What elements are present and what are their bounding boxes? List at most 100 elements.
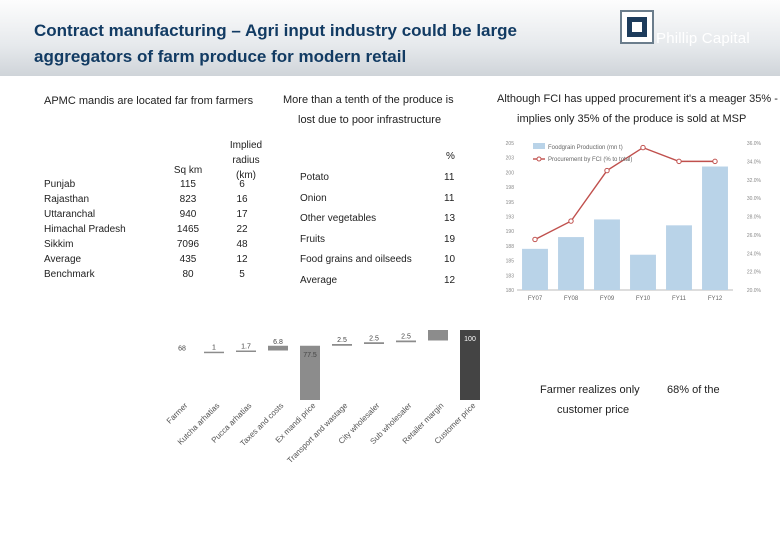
x-tick-label: FY07 [528, 296, 543, 302]
header-band: Contract manufacturing – Agri input indu… [0, 0, 780, 76]
sqkm-value: 940 [179, 209, 197, 220]
title-line-2: aggregators of farm produce for modern r… [34, 47, 407, 66]
x-tick-label: FY09 [600, 296, 615, 302]
production-bar [522, 248, 548, 290]
left-tick-label: 203 [506, 156, 515, 162]
legend-bar-swatch [533, 143, 545, 149]
state-name: Rajasthan [44, 194, 90, 205]
waterfall-bar [460, 330, 480, 400]
waterfall-value-label: 1.7 [241, 344, 251, 351]
procurement-point [532, 236, 538, 243]
right-tick-label: 30.0% [747, 196, 762, 202]
sqkm-value: 823 [179, 194, 197, 205]
logo-mark-icon [620, 10, 654, 44]
wastage-pct: 12 [444, 274, 456, 286]
production-bar [630, 254, 656, 290]
wastage-pct: 13 [444, 213, 456, 224]
note-line-1a: Farmer realizes only [540, 384, 640, 396]
sqkm-value: 1465 [176, 224, 200, 235]
left-tick-label: 188 [506, 244, 515, 250]
radius-value: 5 [239, 269, 245, 280]
left-tick-label: 180 [506, 288, 515, 294]
radius-value: 48 [236, 239, 248, 250]
waterfall-bar [332, 344, 352, 346]
procurement-point [640, 144, 646, 151]
state-name: Himachal Pradesh [44, 224, 126, 235]
radius-value: 17 [236, 209, 248, 220]
radius-value: 12 [236, 254, 248, 265]
legend-line-label: Procurement by FCI (% to total) [548, 157, 632, 163]
procurement-point [568, 218, 574, 224]
state-names: Punjab Rajasthan Uttaranchal Himachal Prade… [44, 177, 126, 282]
waterfall-category-label: Farmer [165, 401, 190, 426]
waterfall-value-label: 77.5 [303, 352, 317, 359]
x-tick-label: FY11 [672, 296, 687, 302]
waterfall-bar [300, 345, 320, 400]
left-tick-label: 183 [506, 273, 515, 279]
wastage-row: Average 12 [300, 275, 460, 289]
procurement-point [676, 158, 682, 165]
left-tick-label: 190 [506, 229, 515, 235]
right-tick-label: 26.0% [747, 233, 762, 239]
title-line-1: Contract manufacturing – Agri input indu… [34, 21, 517, 40]
wastage-pct: 19 [444, 233, 456, 245]
right-tick-label: 24.0% [747, 251, 762, 257]
state-name: Sikkim [44, 239, 74, 250]
produce-name: Fruits [300, 233, 325, 245]
radius-value: 22 [236, 224, 248, 235]
waterfall-value-label: 2.5 [401, 334, 411, 341]
waterfall-value-label: 2.5 [337, 337, 347, 344]
wastage-pct: 10 [444, 254, 456, 265]
waterfall-value-label: 100 [464, 336, 476, 343]
waterfall-category-label: Transport and wastage [285, 401, 349, 465]
panel2-title-line-2: lost due to poor infrastructure [298, 114, 442, 126]
right-tick-label: 28.0% [747, 215, 762, 221]
note-line-2: customer price [557, 404, 630, 416]
waterfall-bar [204, 351, 224, 354]
waterfall-bar [364, 342, 384, 344]
waterfall-bar [268, 345, 288, 351]
waterfall-bar [396, 340, 416, 343]
state-name: Benchmark [44, 269, 95, 280]
state-name: Punjab [44, 179, 76, 190]
wastage-row: Onion 11 [300, 193, 460, 207]
right-tick-label: 20.0% [747, 288, 762, 294]
waterfall-bar [428, 330, 448, 341]
procurement-point [712, 158, 718, 165]
waterfall-bar [172, 352, 192, 400]
radius-value: 16 [236, 194, 248, 205]
wastage-row: Potato 11 [300, 172, 460, 186]
logo-text: Phillip Capital [656, 30, 750, 47]
x-tick-label: FY08 [564, 296, 579, 302]
phillip-capital-logo: Phillip Capital [620, 10, 770, 47]
right-tick-label: 22.0% [747, 270, 762, 276]
produce-name: Onion [300, 192, 327, 204]
waterfall-bar [236, 350, 256, 353]
production-bar [594, 219, 620, 290]
procurement-line [534, 146, 715, 241]
produce-name: Potato [300, 172, 329, 183]
produce-name: Average [300, 274, 338, 286]
production-bar [702, 166, 728, 290]
left-tick-label: 198 [506, 185, 515, 191]
panel2-title-line-1: More than a tenth of the produce is [283, 94, 454, 106]
wastage-row: Other vegetables 13 [300, 213, 460, 227]
pct-header: % [446, 151, 455, 162]
radius-values: 6 16 17 22 48 12 5 [222, 177, 262, 282]
page-title: Contract manufacturing – Agri input indu… [34, 18, 517, 70]
sqkm-header: Sq km [173, 165, 203, 176]
wastage-pct: 11 [444, 172, 455, 183]
left-tick-label: 205 [506, 141, 515, 147]
x-tick-label: FY10 [636, 296, 651, 302]
legend-bar-label: Foodgrain Production (mn t) [548, 145, 623, 151]
produce-name: Other vegetables [300, 213, 377, 224]
panel3-title-line-1: Although FCI has upped procurement it's … [497, 93, 778, 105]
radius-value: 6 [239, 179, 245, 190]
left-tick-label: 193 [506, 215, 515, 221]
sqkm-value: 80 [182, 269, 194, 280]
legend-line-marker [536, 156, 542, 162]
sqkm-value: 7096 [176, 239, 200, 250]
left-tick-label: 185 [506, 259, 515, 265]
right-tick-label: 34.0% [747, 159, 762, 165]
